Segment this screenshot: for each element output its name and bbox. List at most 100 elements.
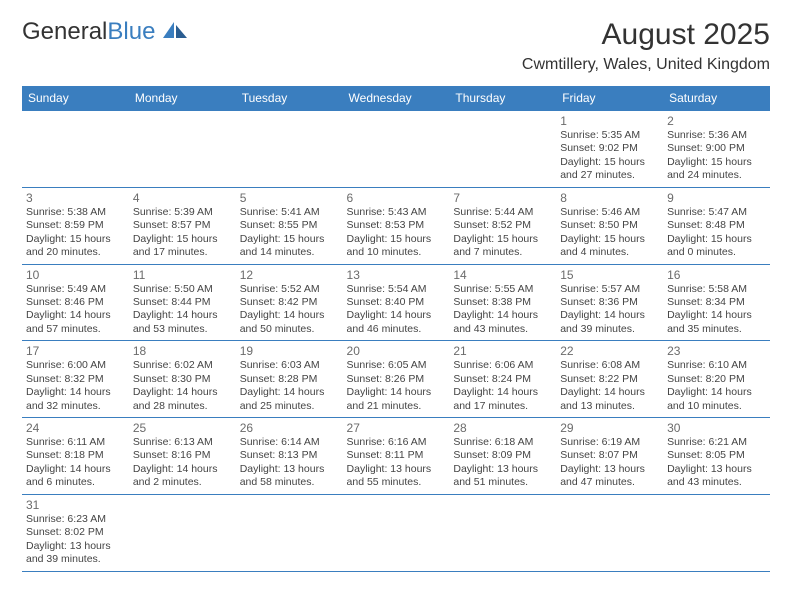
calendar-day-cell: 3Sunrise: 5:38 AMSunset: 8:59 PMDaylight… bbox=[22, 187, 129, 264]
day-info-line: Sunset: 8:59 PM bbox=[26, 219, 125, 232]
day-info-line: Daylight: 14 hours bbox=[453, 309, 552, 322]
day-number: 24 bbox=[26, 421, 125, 435]
calendar-day-cell: 25Sunrise: 6:13 AMSunset: 8:16 PMDayligh… bbox=[129, 418, 236, 495]
calendar-day-cell: 13Sunrise: 5:54 AMSunset: 8:40 PMDayligh… bbox=[343, 264, 450, 341]
day-info: Sunrise: 5:41 AMSunset: 8:55 PMDaylight:… bbox=[240, 206, 339, 260]
day-info-line: Daylight: 15 hours bbox=[240, 233, 339, 246]
day-info-line: Sunset: 8:53 PM bbox=[347, 219, 446, 232]
calendar-day-cell: 14Sunrise: 5:55 AMSunset: 8:38 PMDayligh… bbox=[449, 264, 556, 341]
day-number: 12 bbox=[240, 268, 339, 282]
day-number: 5 bbox=[240, 191, 339, 205]
day-header-row: SundayMondayTuesdayWednesdayThursdayFrid… bbox=[22, 86, 770, 111]
day-info: Sunrise: 6:10 AMSunset: 8:20 PMDaylight:… bbox=[667, 359, 766, 413]
calendar-empty-cell bbox=[129, 111, 236, 188]
day-info: Sunrise: 5:36 AMSunset: 9:00 PMDaylight:… bbox=[667, 129, 766, 183]
day-number: 27 bbox=[347, 421, 446, 435]
day-info-line: and 4 minutes. bbox=[560, 246, 659, 259]
day-info-line: Daylight: 14 hours bbox=[26, 463, 125, 476]
day-info: Sunrise: 5:44 AMSunset: 8:52 PMDaylight:… bbox=[453, 206, 552, 260]
day-info-line: Daylight: 14 hours bbox=[26, 386, 125, 399]
calendar-empty-cell bbox=[556, 494, 663, 571]
day-info-line: and 20 minutes. bbox=[26, 246, 125, 259]
calendar-day-cell: 30Sunrise: 6:21 AMSunset: 8:05 PMDayligh… bbox=[663, 418, 770, 495]
day-info-line: Sunrise: 5:43 AM bbox=[347, 206, 446, 219]
calendar-day-cell: 20Sunrise: 6:05 AMSunset: 8:26 PMDayligh… bbox=[343, 341, 450, 418]
day-info-line: Daylight: 15 hours bbox=[560, 233, 659, 246]
day-info-line: Sunset: 8:38 PM bbox=[453, 296, 552, 309]
calendar-empty-cell bbox=[129, 494, 236, 571]
day-info: Sunrise: 6:21 AMSunset: 8:05 PMDaylight:… bbox=[667, 436, 766, 490]
day-info-line: Sunset: 8:02 PM bbox=[26, 526, 125, 539]
day-info-line: Sunset: 8:46 PM bbox=[26, 296, 125, 309]
title-block: August 2025 Cwmtillery, Wales, United Ki… bbox=[522, 18, 770, 74]
day-info-line: Sunrise: 5:49 AM bbox=[26, 283, 125, 296]
day-info-line: Sunrise: 6:18 AM bbox=[453, 436, 552, 449]
calendar-empty-cell bbox=[449, 111, 556, 188]
day-header: Wednesday bbox=[343, 86, 450, 111]
day-info: Sunrise: 6:14 AMSunset: 8:13 PMDaylight:… bbox=[240, 436, 339, 490]
day-info-line: Sunset: 8:11 PM bbox=[347, 449, 446, 462]
day-number: 29 bbox=[560, 421, 659, 435]
day-info-line: and 47 minutes. bbox=[560, 476, 659, 489]
day-number: 10 bbox=[26, 268, 125, 282]
day-info-line: and 39 minutes. bbox=[560, 323, 659, 336]
day-number: 6 bbox=[347, 191, 446, 205]
day-info: Sunrise: 5:38 AMSunset: 8:59 PMDaylight:… bbox=[26, 206, 125, 260]
day-info-line: Sunrise: 5:54 AM bbox=[347, 283, 446, 296]
day-number: 15 bbox=[560, 268, 659, 282]
calendar-day-cell: 1Sunrise: 5:35 AMSunset: 9:02 PMDaylight… bbox=[556, 111, 663, 188]
day-info-line: Daylight: 14 hours bbox=[347, 386, 446, 399]
day-info-line: Sunset: 8:48 PM bbox=[667, 219, 766, 232]
day-info: Sunrise: 6:11 AMSunset: 8:18 PMDaylight:… bbox=[26, 436, 125, 490]
day-info-line: Sunset: 8:26 PM bbox=[347, 373, 446, 386]
day-info-line: Sunset: 8:30 PM bbox=[133, 373, 232, 386]
day-info-line: Daylight: 14 hours bbox=[453, 386, 552, 399]
day-info: Sunrise: 6:05 AMSunset: 8:26 PMDaylight:… bbox=[347, 359, 446, 413]
day-info-line: and 2 minutes. bbox=[133, 476, 232, 489]
day-info-line: Sunrise: 5:36 AM bbox=[667, 129, 766, 142]
day-info-line: Sunrise: 5:57 AM bbox=[560, 283, 659, 296]
day-info-line: Daylight: 13 hours bbox=[560, 463, 659, 476]
day-info: Sunrise: 5:54 AMSunset: 8:40 PMDaylight:… bbox=[347, 283, 446, 337]
day-info-line: Sunset: 9:02 PM bbox=[560, 142, 659, 155]
month-title: August 2025 bbox=[522, 18, 770, 52]
calendar-empty-cell bbox=[343, 494, 450, 571]
day-info-line: Daylight: 14 hours bbox=[26, 309, 125, 322]
day-info: Sunrise: 5:50 AMSunset: 8:44 PMDaylight:… bbox=[133, 283, 232, 337]
day-info: Sunrise: 5:47 AMSunset: 8:48 PMDaylight:… bbox=[667, 206, 766, 260]
day-info-line: Sunrise: 5:44 AM bbox=[453, 206, 552, 219]
calendar-body: 1Sunrise: 5:35 AMSunset: 9:02 PMDaylight… bbox=[22, 111, 770, 572]
day-info-line: and 10 minutes. bbox=[347, 246, 446, 259]
calendar-day-cell: 22Sunrise: 6:08 AMSunset: 8:22 PMDayligh… bbox=[556, 341, 663, 418]
day-header: Monday bbox=[129, 86, 236, 111]
day-info-line: Sunrise: 6:14 AM bbox=[240, 436, 339, 449]
brand-text-2: Blue bbox=[107, 18, 155, 45]
day-info-line: and 43 minutes. bbox=[667, 476, 766, 489]
calendar-week-row: 31Sunrise: 6:23 AMSunset: 8:02 PMDayligh… bbox=[22, 494, 770, 571]
day-info-line: Sunrise: 6:08 AM bbox=[560, 359, 659, 372]
day-info-line: Sunrise: 6:11 AM bbox=[26, 436, 125, 449]
day-info-line: Sunrise: 6:23 AM bbox=[26, 513, 125, 526]
day-info: Sunrise: 6:02 AMSunset: 8:30 PMDaylight:… bbox=[133, 359, 232, 413]
day-info: Sunrise: 5:39 AMSunset: 8:57 PMDaylight:… bbox=[133, 206, 232, 260]
day-info-line: Daylight: 14 hours bbox=[347, 309, 446, 322]
calendar-day-cell: 28Sunrise: 6:18 AMSunset: 8:09 PMDayligh… bbox=[449, 418, 556, 495]
day-header: Tuesday bbox=[236, 86, 343, 111]
day-number: 19 bbox=[240, 344, 339, 358]
calendar-empty-cell bbox=[22, 111, 129, 188]
day-info: Sunrise: 6:16 AMSunset: 8:11 PMDaylight:… bbox=[347, 436, 446, 490]
day-number: 3 bbox=[26, 191, 125, 205]
calendar-day-cell: 2Sunrise: 5:36 AMSunset: 9:00 PMDaylight… bbox=[663, 111, 770, 188]
day-info-line: Sunset: 8:52 PM bbox=[453, 219, 552, 232]
day-info: Sunrise: 6:18 AMSunset: 8:09 PMDaylight:… bbox=[453, 436, 552, 490]
day-info-line: Sunset: 8:42 PM bbox=[240, 296, 339, 309]
day-info-line: Daylight: 14 hours bbox=[560, 309, 659, 322]
day-number: 9 bbox=[667, 191, 766, 205]
day-info-line: Sunset: 8:36 PM bbox=[560, 296, 659, 309]
day-number: 16 bbox=[667, 268, 766, 282]
day-number: 30 bbox=[667, 421, 766, 435]
calendar-day-cell: 18Sunrise: 6:02 AMSunset: 8:30 PMDayligh… bbox=[129, 341, 236, 418]
day-info: Sunrise: 5:52 AMSunset: 8:42 PMDaylight:… bbox=[240, 283, 339, 337]
day-header: Sunday bbox=[22, 86, 129, 111]
day-info-line: Sunset: 8:07 PM bbox=[560, 449, 659, 462]
